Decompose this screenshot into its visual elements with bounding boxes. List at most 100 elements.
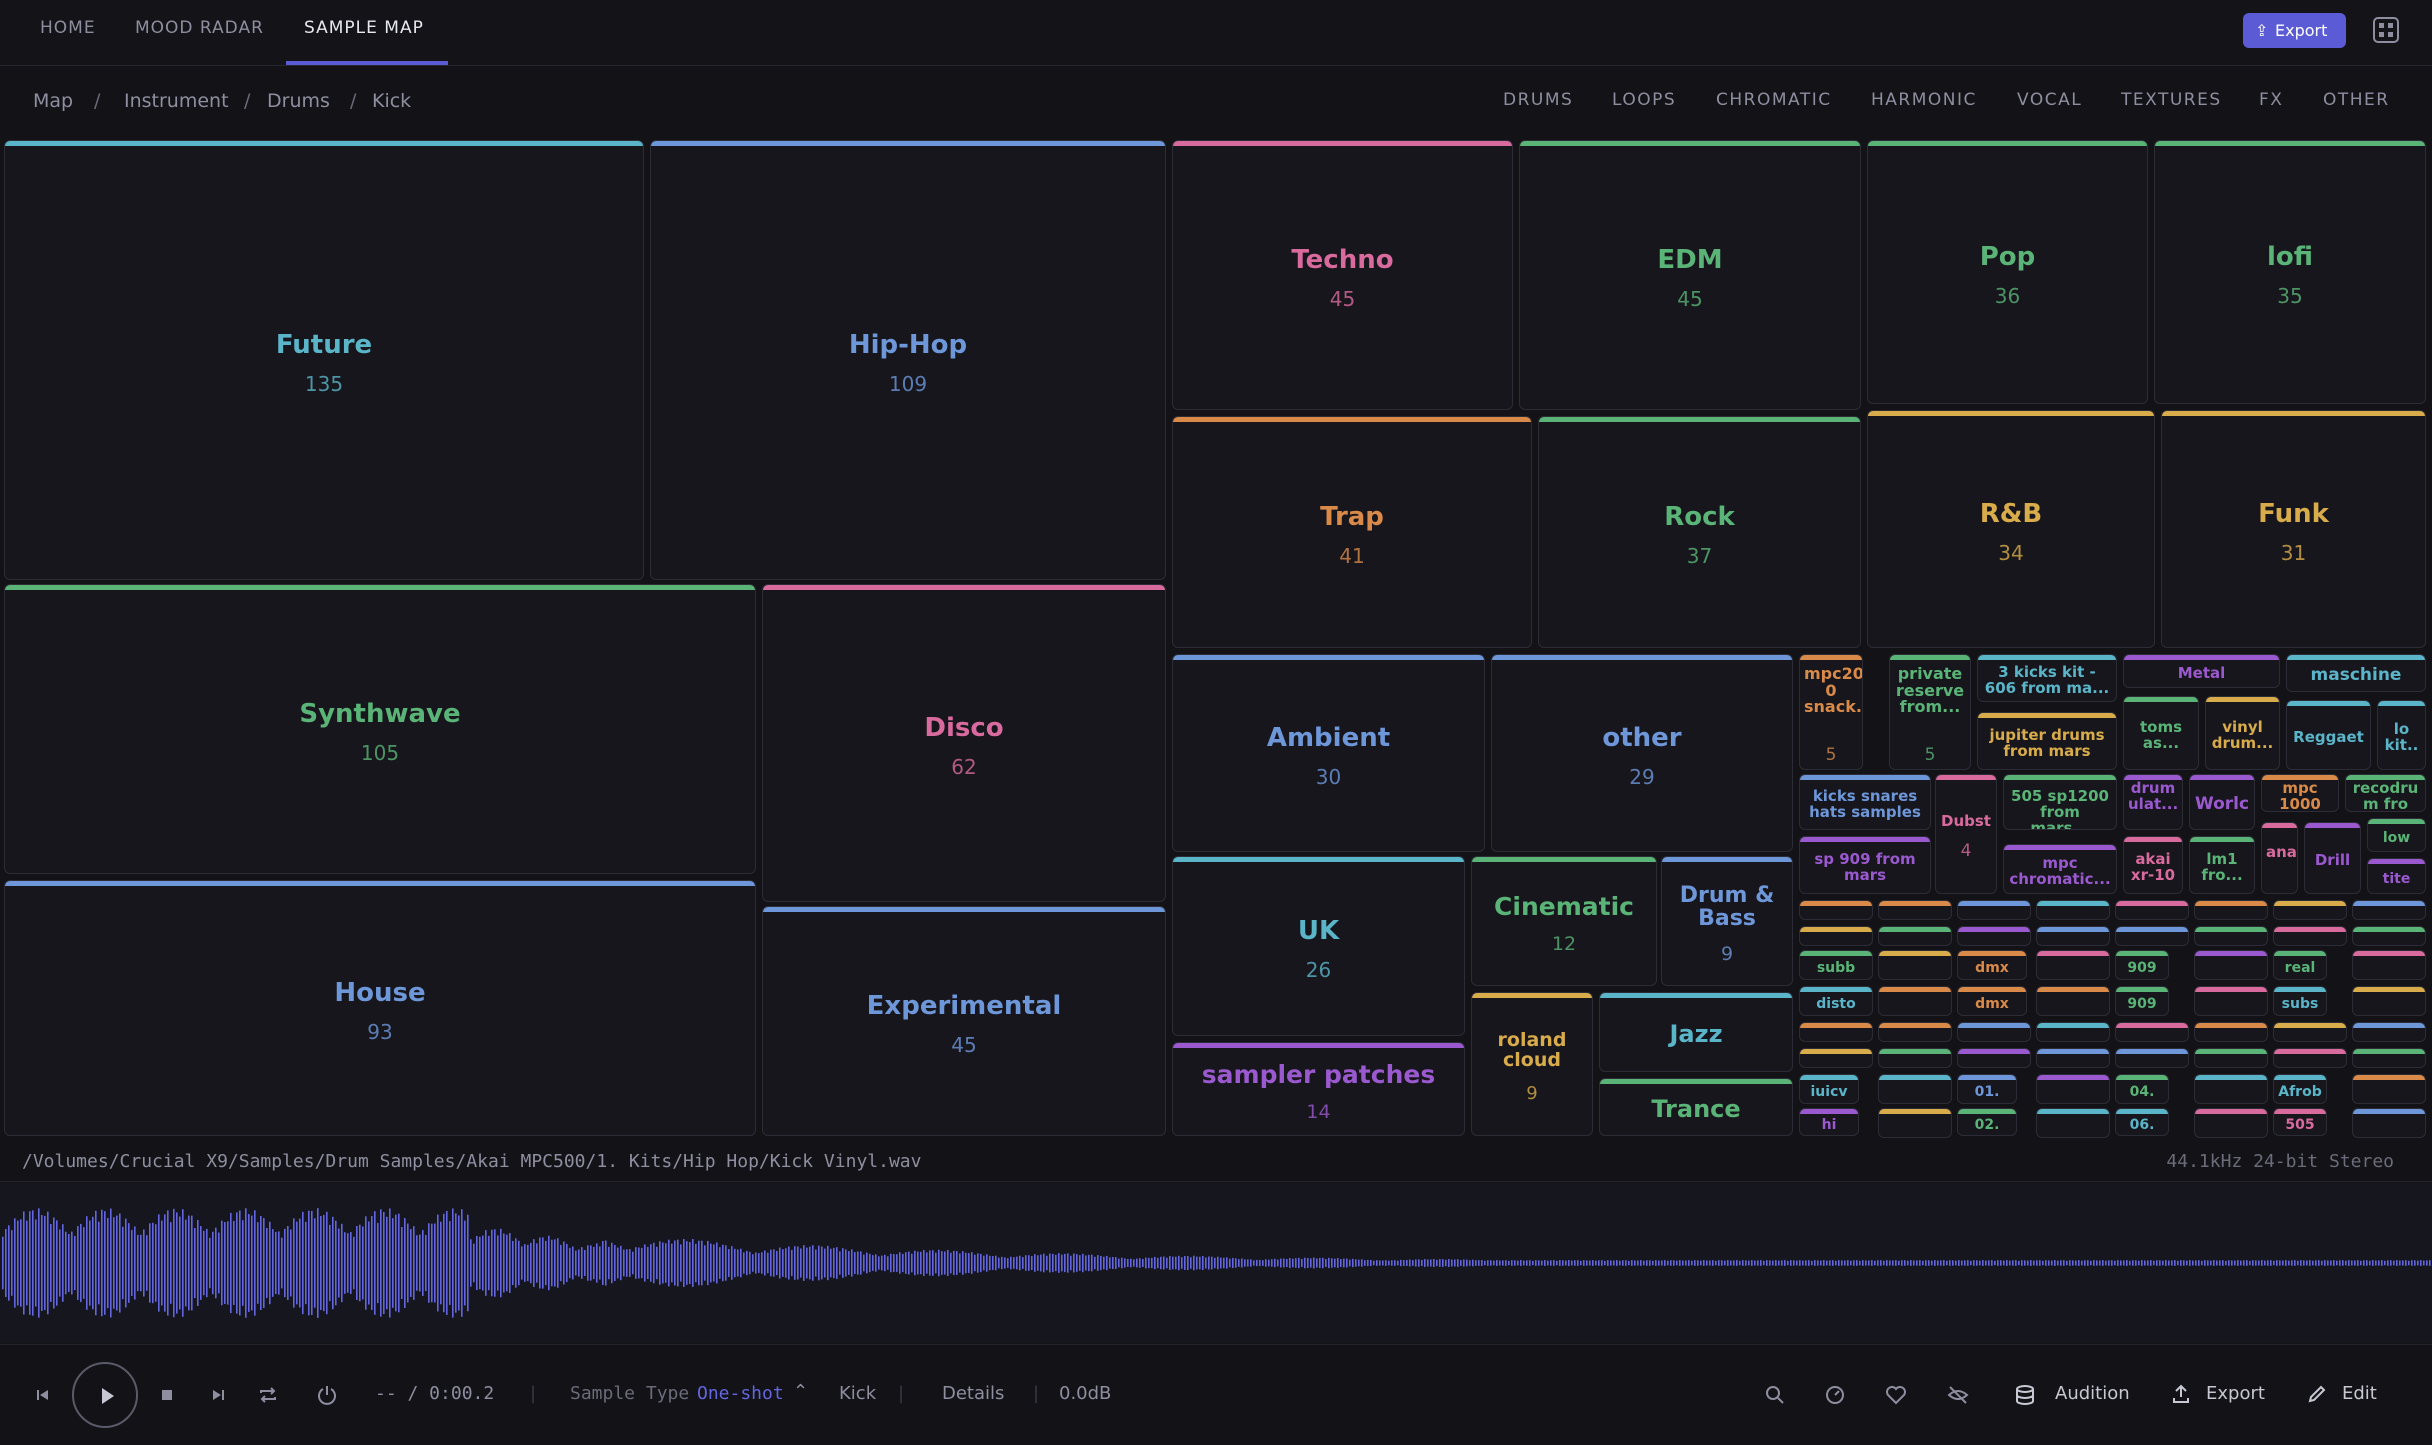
tile-private[interactable]: private reserve from... 5: [1889, 654, 1971, 770]
tile-small[interactable]: [1878, 1074, 1952, 1104]
tile-drumulat[interactable]: drum ulat...: [2123, 774, 2183, 830]
tile-world[interactable]: Worlc: [2189, 774, 2255, 830]
heart-icon[interactable]: [1884, 1383, 1908, 1407]
tile-small[interactable]: [2273, 1022, 2347, 1042]
breadcrumb-drums[interactable]: Drums: [267, 90, 330, 112]
tile-uk[interactable]: UK 26: [1172, 856, 1465, 1036]
tile-small[interactable]: [2194, 950, 2268, 980]
tile-n909b[interactable]: 909: [2115, 986, 2169, 1016]
tile-small[interactable]: [2352, 1108, 2426, 1138]
tile-n01[interactable]: 01.: [1957, 1074, 2017, 1104]
tile-disco[interactable]: Disco 62: [762, 584, 1166, 902]
tile-kits3[interactable]: 3 kicks kit - 606 from ma...: [1977, 654, 2117, 702]
tile-small[interactable]: [2036, 900, 2110, 920]
tile-small[interactable]: [2036, 986, 2110, 1016]
stop-icon[interactable]: [157, 1385, 177, 1405]
tile-subs[interactable]: subs: [2273, 986, 2327, 1016]
tile-small[interactable]: [2036, 1108, 2110, 1138]
tab-home[interactable]: HOME: [40, 18, 96, 38]
skip-back-icon[interactable]: [33, 1385, 53, 1405]
tab-sample-map[interactable]: SAMPLE MAP: [304, 18, 424, 38]
tile-house[interactable]: House 93: [4, 880, 756, 1136]
tile-small[interactable]: [1878, 926, 1952, 946]
tile-ambient[interactable]: Ambient 30: [1172, 654, 1485, 852]
tile-small[interactable]: [1878, 950, 1952, 980]
tile-cinematic[interactable]: Cinematic 12: [1471, 856, 1657, 986]
tile-lokit[interactable]: lo kit..: [2377, 700, 2426, 770]
tile-funk[interactable]: Funk 31: [2161, 410, 2426, 648]
tile-small[interactable]: [2036, 950, 2110, 980]
tile-small[interactable]: [1957, 1048, 2031, 1068]
tile-metal[interactable]: Metal: [2123, 654, 2280, 688]
tile-n909a[interactable]: 909: [2115, 950, 2169, 980]
instrument-label[interactable]: Kick: [839, 1383, 877, 1404]
tile-mpcchrom[interactable]: mpc chromatic...: [2003, 844, 2117, 894]
tile-toms[interactable]: toms as...: [2123, 696, 2199, 770]
tile-future[interactable]: Future 135: [4, 140, 644, 580]
tile-small[interactable]: [1878, 1022, 1952, 1042]
tile-small[interactable]: [2194, 926, 2268, 946]
tile-reggaet[interactable]: Reggaet: [2286, 700, 2371, 770]
skip-forward-icon[interactable]: [208, 1385, 228, 1405]
tile-n505[interactable]: 505: [2273, 1108, 2327, 1136]
tile-juicy[interactable]: iuicv: [1799, 1074, 1859, 1104]
tile-small[interactable]: [2194, 1074, 2268, 1104]
tile-dnb[interactable]: Drum & Bass 9: [1661, 856, 1793, 986]
tile-drill[interactable]: Drill: [2304, 822, 2361, 894]
tile-jazz[interactable]: Jazz: [1599, 992, 1793, 1072]
tile-small[interactable]: [2115, 926, 2189, 946]
tile-edm[interactable]: EDM 45: [1519, 140, 1861, 410]
tile-small[interactable]: [2036, 926, 2110, 946]
tile-rnb[interactable]: R&B 34: [1867, 410, 2155, 648]
tile-small[interactable]: [2352, 986, 2426, 1016]
tile-small[interactable]: [2273, 900, 2347, 920]
tile-small[interactable]: [2036, 1074, 2110, 1104]
tile-dubst[interactable]: Dubst 4: [1935, 774, 1997, 894]
breadcrumb-map[interactable]: Map: [33, 90, 74, 112]
tile-small[interactable]: [1878, 1048, 1952, 1068]
tile-tite[interactable]: tite: [2367, 858, 2426, 894]
tile-hi[interactable]: hi: [1799, 1108, 1859, 1136]
category-textures[interactable]: TEXTURES: [2121, 90, 2222, 110]
tile-small[interactable]: [2194, 1048, 2268, 1068]
tile-small[interactable]: [2115, 1048, 2189, 1068]
tile-trap[interactable]: Trap 41: [1172, 416, 1532, 648]
tile-trance[interactable]: Trance: [1599, 1078, 1793, 1136]
category-loops[interactable]: LOOPS: [1612, 90, 1677, 110]
tile-small[interactable]: [1799, 900, 1873, 920]
grid-view-icon[interactable]: [2371, 15, 2401, 45]
tile-small[interactable]: [2194, 1108, 2268, 1138]
tile-techno[interactable]: Techno 45: [1172, 140, 1513, 410]
category-chromatic[interactable]: CHROMATIC: [1716, 90, 1832, 110]
category-other[interactable]: OTHER: [2323, 90, 2390, 110]
tile-small[interactable]: [2036, 1048, 2110, 1068]
tile-jupiter[interactable]: jupiter drums from mars: [1977, 712, 2117, 770]
tile-small[interactable]: [1878, 1108, 1952, 1138]
tile-lm1[interactable]: lm1 fro...: [2189, 836, 2255, 894]
gain-value[interactable]: 0.0dB: [1059, 1383, 1112, 1404]
tile-vinyl[interactable]: vinyl drum...: [2205, 696, 2280, 770]
category-vocal[interactable]: VOCAL: [2017, 90, 2083, 110]
tile-disto[interactable]: disto: [1799, 986, 1873, 1016]
tile-small[interactable]: [2352, 1048, 2426, 1068]
tile-small[interactable]: [2352, 950, 2426, 980]
tile-akai[interactable]: akai xr-10: [2123, 836, 2183, 894]
category-harmonic[interactable]: HARMONIC: [1871, 90, 1977, 110]
tile-afrob[interactable]: Afrob: [2273, 1074, 2327, 1104]
tile-synthwave[interactable]: Synthwave 105: [4, 584, 756, 874]
tile-small[interactable]: [1799, 1022, 1873, 1042]
speed-gauge-icon[interactable]: [1823, 1383, 1847, 1407]
category-fx[interactable]: FX: [2259, 90, 2284, 110]
loop-icon[interactable]: [256, 1383, 280, 1407]
tile-dmx1[interactable]: dmx: [1957, 950, 2027, 980]
tile-dmx2[interactable]: dmx: [1957, 986, 2027, 1016]
tile-analo[interactable]: analo: [2261, 822, 2298, 894]
tile-small[interactable]: [1957, 1022, 2031, 1042]
tile-small[interactable]: [2194, 1022, 2268, 1042]
tile-small[interactable]: [1957, 900, 2031, 920]
details-button[interactable]: Details: [942, 1383, 1005, 1404]
tile-low[interactable]: low: [2367, 818, 2426, 852]
tile-experimental[interactable]: Experimental 45: [762, 906, 1166, 1136]
tile-roland[interactable]: roland cloud 9: [1471, 992, 1593, 1136]
tile-ksh[interactable]: kicks snares hats samples: [1799, 774, 1931, 830]
